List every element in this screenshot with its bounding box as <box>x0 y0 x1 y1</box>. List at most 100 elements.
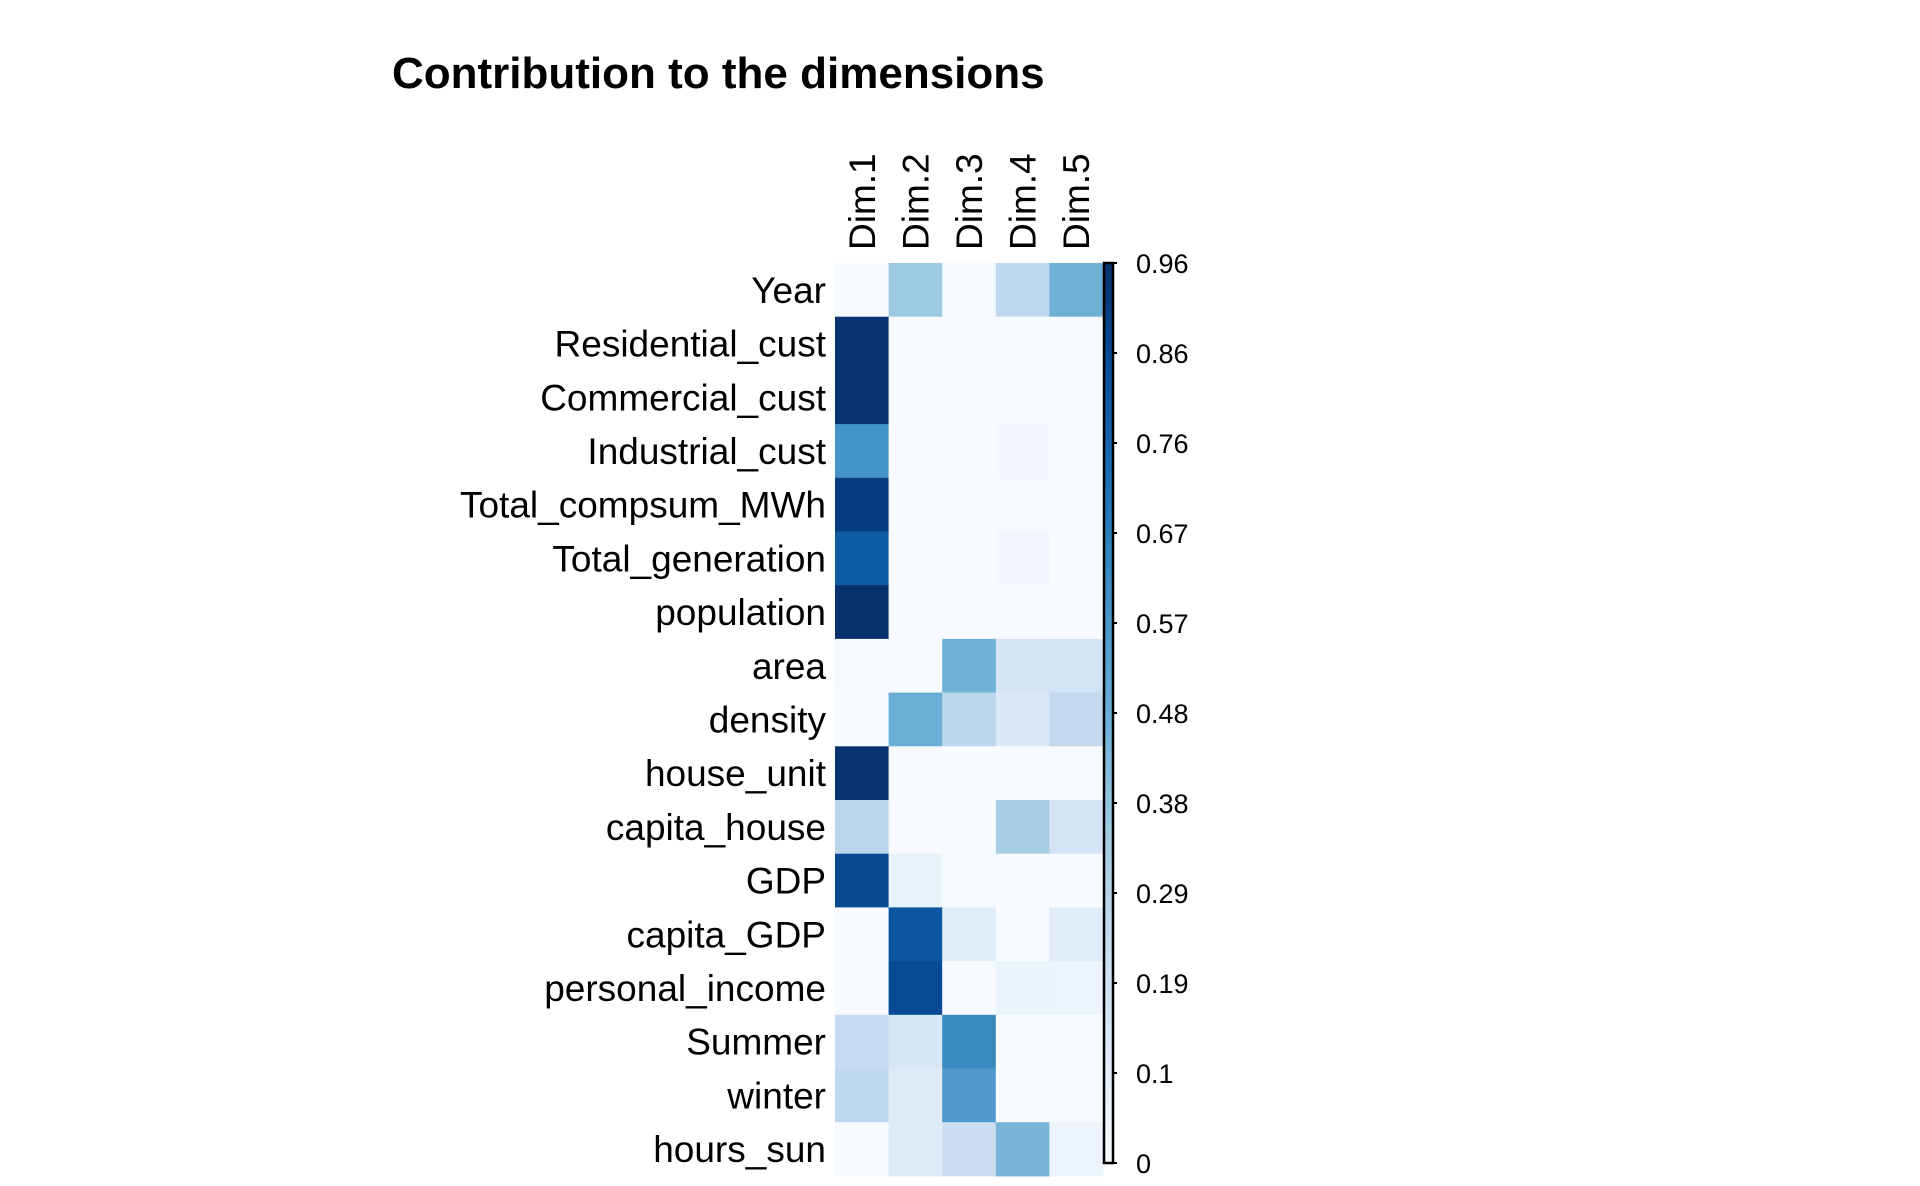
row-label-total-compsum-mwh: Total_compsum_MWh <box>460 485 826 526</box>
chart-title: Contribution to the dimensions <box>392 49 1045 98</box>
heatmap-cell <box>1049 424 1104 479</box>
colorbar-tick-label: 0.76 <box>1136 429 1189 459</box>
heatmap-cell <box>888 370 943 425</box>
heatmap-cell <box>942 531 997 586</box>
heatmap-cell <box>1049 1068 1104 1123</box>
heatmap-cell <box>888 477 943 532</box>
heatmap-cell <box>888 1014 943 1069</box>
heatmap-cell <box>835 531 890 586</box>
colorbar-tick-label: 0.38 <box>1136 789 1189 819</box>
row-label-capita-house: capita_house <box>606 807 826 848</box>
row-label-hours-sun: hours_sun <box>653 1129 826 1170</box>
heatmap-cell <box>1049 800 1104 855</box>
heatmap-cell <box>888 1122 943 1177</box>
heatmap-cell <box>995 263 1050 318</box>
heatmap-cell <box>942 1122 997 1177</box>
heatmap-cell <box>995 800 1050 855</box>
heatmap-cell <box>942 1014 997 1069</box>
row-label-capita-gdp: capita_GDP <box>627 914 827 955</box>
colorbar-tick-label: 0.1 <box>1136 1059 1174 1089</box>
column-labels: Dim.1 Dim.2 Dim.3 Dim.4 Dim.5 <box>842 153 1097 250</box>
heatmap-cell <box>995 907 1050 962</box>
column-label-dim-3: Dim.3 <box>949 153 990 250</box>
heatmap-cell <box>1049 1014 1104 1069</box>
heatmap-cell <box>995 585 1050 640</box>
heatmap-cell <box>942 370 997 425</box>
heatmap-cell <box>942 424 997 479</box>
heatmap-cell <box>835 853 890 908</box>
heatmap-cell <box>995 370 1050 425</box>
heatmap-cell <box>888 263 943 318</box>
heatmap-cell <box>888 638 943 694</box>
heatmap-cell <box>888 424 943 479</box>
heatmap-cell <box>835 907 890 962</box>
row-label-house-unit: house_unit <box>645 753 827 794</box>
colorbar-gradient <box>1102 261 1115 1165</box>
row-label-residential-cust: Residential_cust <box>555 324 827 365</box>
heatmap-cell <box>835 316 890 371</box>
heatmap-cell <box>835 638 890 694</box>
heatmap-cell <box>942 263 997 318</box>
heatmap-cell <box>995 692 1050 747</box>
heatmap-cell <box>1049 961 1104 1016</box>
row-labels: Year Residential_cust Commercial_cust Indus… <box>460 270 827 1170</box>
heatmap-cell <box>888 692 943 747</box>
heatmap-cell <box>942 853 997 908</box>
colorbar-tick-label: 0.86 <box>1136 339 1189 369</box>
heatmap-cell <box>942 1068 997 1123</box>
heatmap-cells <box>835 263 1104 1177</box>
colorbar-tick-label: 0.19 <box>1136 969 1189 999</box>
heatmap-cell <box>995 316 1050 371</box>
heatmap-cell <box>888 746 943 801</box>
heatmap-cell <box>1049 316 1104 371</box>
heatmap-cell <box>942 800 997 855</box>
heatmap-cell <box>995 1122 1050 1177</box>
heatmap-cell <box>835 800 890 855</box>
column-label-dim-4: Dim.4 <box>1003 153 1044 250</box>
heatmap-cell <box>888 853 943 908</box>
heatmap-cell <box>835 477 890 532</box>
row-label-total-generation: Total_generation <box>552 538 826 579</box>
heatmap-cell <box>888 1068 943 1123</box>
heatmap-cell <box>835 692 890 747</box>
colorbar-tick-label: 0 <box>1136 1149 1151 1179</box>
heatmap-cell <box>1049 585 1104 640</box>
column-label-dim-2: Dim.2 <box>895 153 936 250</box>
heatmap-cell <box>888 961 943 1016</box>
heatmap-cell <box>1049 531 1104 586</box>
colorbar-tick-label: 0.29 <box>1136 879 1189 909</box>
heatmap-cell <box>1049 263 1104 318</box>
row-label-population: population <box>655 592 826 633</box>
heatmap-cell <box>835 370 890 425</box>
heatmap-cell <box>1049 477 1104 532</box>
heatmap-cell <box>942 692 997 747</box>
colorbar-tick-label: 0.48 <box>1136 699 1189 729</box>
heatmap-cell <box>942 961 997 1016</box>
column-label-dim-1: Dim.1 <box>842 153 883 250</box>
colorbar-tick-label: 0.67 <box>1136 519 1189 549</box>
heatmap-cell <box>1049 692 1104 747</box>
row-label-gdp: GDP <box>746 861 826 902</box>
heatmap-cell <box>995 638 1050 694</box>
heatmap-cell <box>942 638 997 694</box>
heatmap-cell <box>1049 638 1104 694</box>
heatmap-cell <box>1049 746 1104 801</box>
heatmap-cell <box>1049 907 1104 962</box>
heatmap-cell <box>995 477 1050 532</box>
colorbar: 0 0.1 0.19 0.29 0.38 0.48 0.57 0.67 0.76 0.86 0.96 <box>1102 249 1189 1179</box>
colorbar-ticks: 0 0.1 0.19 0.29 0.38 0.48 0.57 0.67 0.76 0.86 0.96 <box>1113 249 1189 1179</box>
heatmap-cell <box>1049 1122 1104 1177</box>
heatmap-cell <box>888 585 943 640</box>
heatmap-cell <box>888 531 943 586</box>
heatmap-cell <box>835 1122 890 1177</box>
heatmap-cell <box>942 585 997 640</box>
heatmap-cell <box>995 531 1050 586</box>
heatmap-cell <box>995 853 1050 908</box>
heatmap-cell <box>888 800 943 855</box>
heatmap-cell <box>835 263 890 318</box>
heatmap-cell <box>835 424 890 479</box>
heatmap-cell <box>835 961 890 1016</box>
row-label-winter: winter <box>726 1075 826 1116</box>
colorbar-tick-label: 0.57 <box>1136 609 1189 639</box>
